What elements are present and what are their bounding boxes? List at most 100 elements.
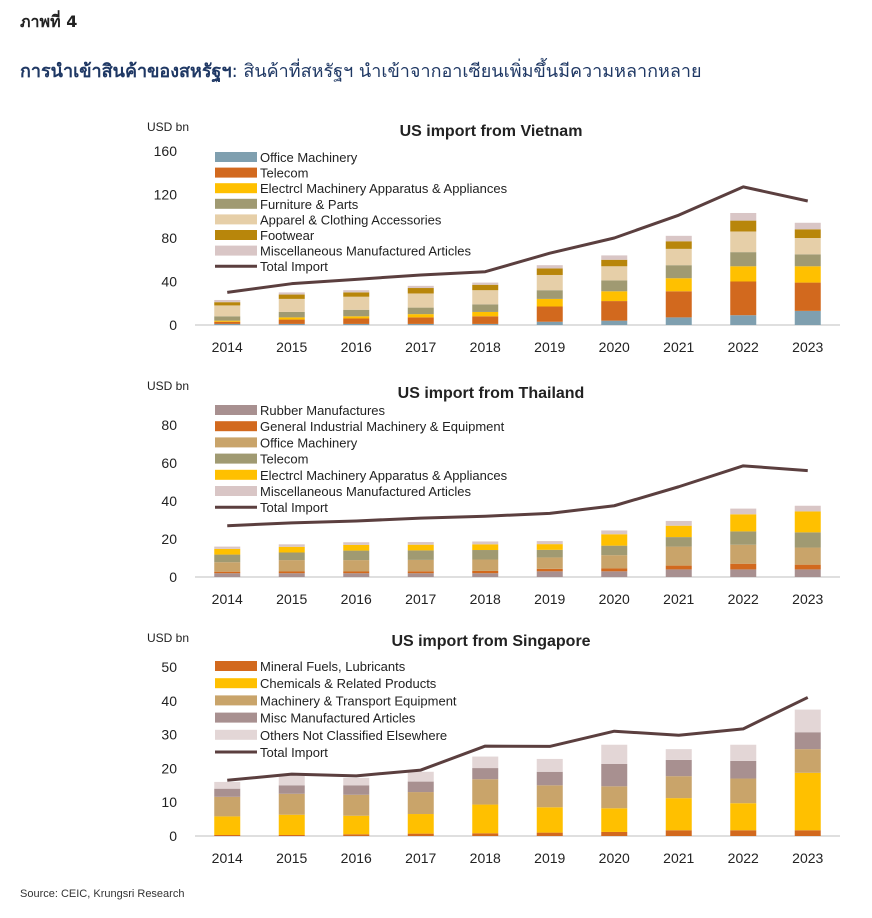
bar-segment — [730, 569, 757, 577]
legend-label: Miscellaneous Manufactured Articles — [260, 244, 471, 259]
bar-segment — [214, 571, 241, 574]
bar-segment — [407, 814, 434, 834]
bar-segment — [214, 816, 241, 835]
bar-segment — [214, 796, 241, 817]
bar-segment — [278, 317, 305, 320]
bar-segment — [730, 544, 757, 564]
bar-segment — [601, 266, 628, 281]
bar-segment — [472, 311, 499, 317]
bar-segment — [472, 833, 499, 836]
x-tick-label: 2017 — [405, 591, 436, 607]
x-tick-label: 2023 — [792, 591, 823, 607]
bar-segment — [665, 278, 692, 292]
bar-segment — [343, 571, 370, 574]
y-tick-label: 60 — [161, 455, 177, 471]
x-tick-label: 2021 — [663, 339, 694, 355]
bar-segment — [278, 814, 305, 835]
bar-segment — [665, 525, 692, 538]
bar-segment — [407, 542, 434, 545]
bar-segment — [601, 255, 628, 260]
bar-segment — [601, 555, 628, 569]
legend-label: Telecom — [260, 166, 308, 181]
bar-segment — [472, 756, 499, 769]
legend-swatch — [215, 421, 257, 432]
bar-segment — [214, 834, 241, 836]
bar-segment — [214, 323, 241, 325]
bar-segment — [794, 564, 821, 570]
legend-swatch — [215, 230, 257, 240]
bar-segment — [214, 321, 241, 324]
bar-segment — [730, 760, 757, 779]
bar-segment — [794, 511, 821, 533]
y-tick-label: 10 — [161, 794, 177, 810]
bar-segment — [472, 550, 499, 560]
bar-segment — [472, 768, 499, 780]
y-tick-label: 80 — [161, 230, 177, 246]
bar-segment — [794, 772, 821, 831]
bar-segment — [536, 306, 563, 322]
bar-segment — [214, 302, 241, 306]
x-tick-label: 2019 — [534, 850, 565, 866]
bar-segment — [665, 520, 692, 526]
x-tick-label: 2023 — [792, 339, 823, 355]
bar-segment — [407, 833, 434, 836]
bar-segment — [407, 323, 434, 325]
total-import-line — [227, 464, 808, 528]
legend-swatch — [215, 469, 257, 480]
bar-segment — [278, 546, 305, 553]
y-tick-label: 0 — [169, 569, 177, 585]
legend-label: Total Import — [260, 259, 328, 274]
bar-segment — [407, 285, 434, 289]
x-tick-label: 2014 — [212, 850, 243, 866]
y-tick-label: 50 — [161, 659, 177, 675]
chart-title: US import from Vietnam — [400, 123, 583, 140]
bar-segment — [472, 570, 499, 574]
bar-segment — [536, 544, 563, 550]
bar-segment — [214, 554, 241, 563]
legend-swatch — [215, 152, 257, 162]
x-tick-label: 2022 — [728, 850, 759, 866]
legend-swatch — [215, 437, 257, 448]
bar-segment — [472, 316, 499, 324]
bar-segment — [730, 231, 757, 253]
bar-segment — [536, 265, 563, 269]
legend-swatch — [215, 245, 257, 256]
bar-segment — [214, 320, 241, 322]
legend-swatch — [215, 167, 257, 178]
bar-segment — [407, 792, 434, 815]
legend-label: Electrcl Machinery Apparatus & Appliance… — [260, 468, 508, 483]
legend-swatch — [215, 183, 257, 194]
x-tick-label: 2016 — [341, 850, 372, 866]
headline-bold: การนำเข้าสินค้าของสหรัฐฯ — [20, 61, 232, 82]
bar-segment — [601, 808, 628, 832]
bar-segment — [601, 280, 628, 292]
bar-segment — [278, 785, 305, 794]
chart-title: US import from Thailand — [398, 385, 585, 402]
y-tick-label: 80 — [161, 417, 177, 433]
legend-label: Mineral Fuels, Lubricants — [260, 659, 406, 674]
bar-segment — [536, 290, 563, 299]
y-axis-unit: USD bn — [147, 120, 189, 134]
bar-segment — [214, 546, 241, 549]
bar-segment — [730, 803, 757, 831]
bar-segment — [472, 323, 499, 325]
bar-segment — [601, 259, 628, 267]
bar-segment — [343, 290, 370, 293]
bar-segment — [278, 775, 305, 786]
bar-segment — [601, 530, 628, 535]
bar-segment — [601, 291, 628, 302]
bar-segment — [407, 314, 434, 318]
bar-segment — [472, 304, 499, 312]
bar-segment — [472, 573, 499, 577]
bar-segment — [278, 552, 305, 561]
bar-segment — [536, 807, 563, 833]
bar-segment — [343, 309, 370, 317]
legend-swatch — [215, 405, 257, 415]
bar-segment — [407, 781, 434, 793]
legend-label: Chemicals & Related Products — [260, 676, 437, 691]
x-tick-label: 2015 — [276, 339, 307, 355]
legend-swatch — [215, 712, 257, 723]
bar-segment — [343, 815, 370, 835]
bar-segment — [730, 315, 757, 325]
